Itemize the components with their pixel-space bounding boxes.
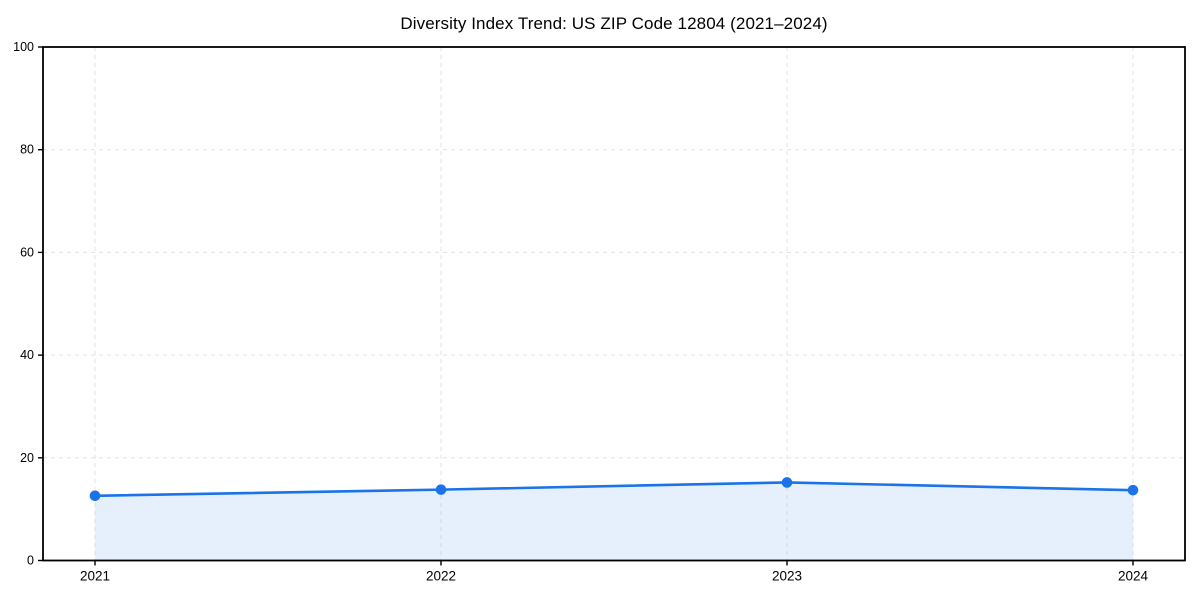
x-tick-label: 2024 [1118, 569, 1149, 584]
chart-title: Diversity Index Trend: US ZIP Code 12804… [400, 14, 828, 33]
x-tick-label: 2023 [772, 569, 802, 584]
y-tick-label: 60 [20, 245, 34, 259]
x-tick-label: 2021 [80, 569, 110, 584]
y-tick-label: 0 [27, 554, 34, 568]
y-tick-label: 100 [13, 40, 34, 54]
x-tick-label: 2022 [426, 569, 456, 584]
plot-border [42, 46, 1186, 562]
data-point-2022 [435, 484, 447, 495]
data-point-2021 [89, 490, 101, 502]
data-point-2024 [1127, 484, 1139, 496]
y-tick-label: 80 [20, 143, 34, 157]
area-fill [95, 482, 1133, 561]
data-point-2023 [781, 477, 793, 488]
trend-line [93, 481, 1135, 498]
y-tick-label: 40 [20, 348, 34, 362]
y-tick-label: 20 [20, 451, 34, 465]
